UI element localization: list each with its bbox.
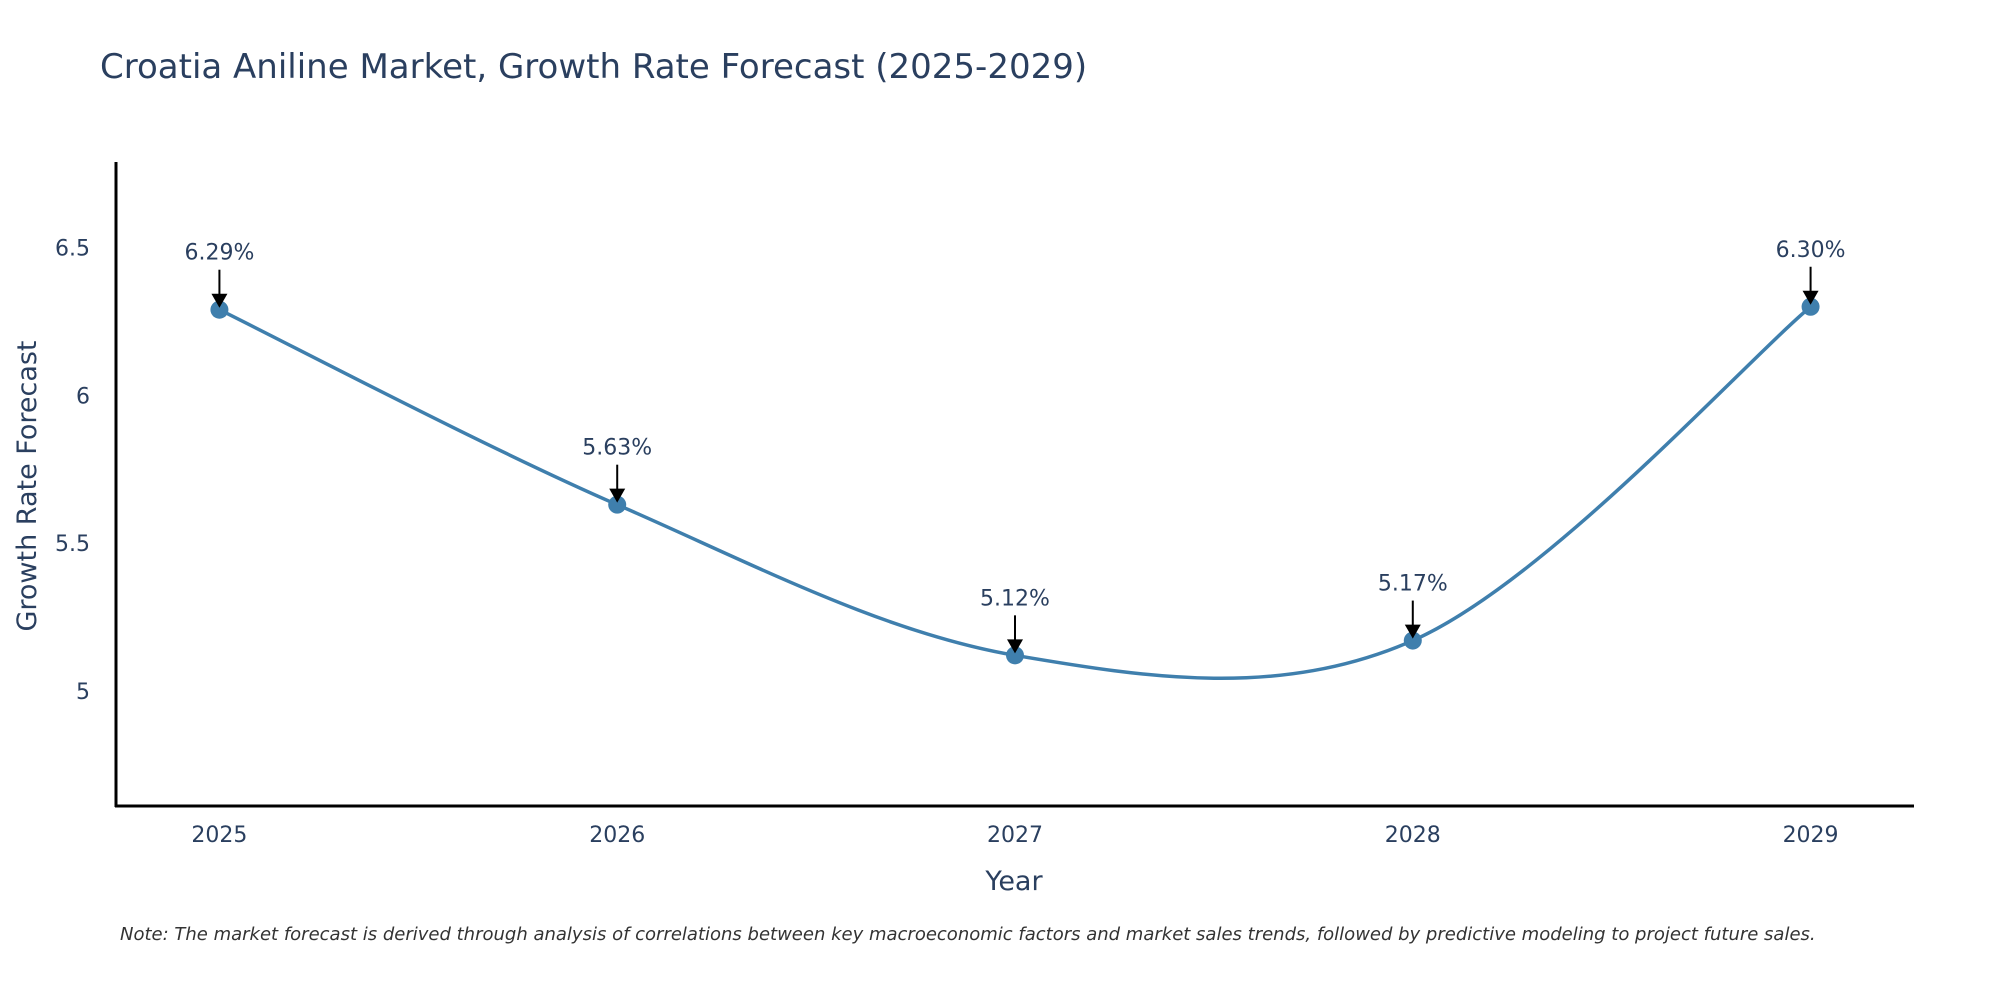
x-tick-label: 2026: [589, 823, 645, 848]
data-label-2025: 6.29%: [184, 241, 254, 266]
x-tick-label: 2028: [1385, 823, 1441, 848]
y-tick-label: 6: [76, 384, 90, 409]
annotation-arrow-head: [211, 293, 228, 308]
data-point-2026: [608, 495, 627, 514]
data-label-2027: 5.12%: [980, 586, 1050, 611]
chart-title: Croatia Aniline Market, Growth Rate Fore…: [100, 47, 1087, 87]
data-label-2028: 5.17%: [1378, 572, 1448, 597]
y-tick-label: 6.5: [55, 237, 90, 262]
x-axis-ticks: 2025 2026 2027 2028 2029: [191, 823, 1838, 848]
annotation-arrow-head: [1007, 639, 1023, 654]
y-tick-label: 5: [76, 680, 90, 705]
x-tick-label: 2027: [987, 823, 1043, 848]
data-point-2029: [1801, 297, 1820, 316]
annotation-arrow-head: [1802, 290, 1819, 305]
axes: [114, 162, 1914, 808]
annotation-arrow-head: [609, 488, 626, 503]
annotation-arrow-head: [1404, 624, 1421, 639]
data-point-group: [210, 297, 1820, 665]
data-point-2025: [210, 300, 229, 319]
x-tick-label: 2029: [1783, 823, 1839, 848]
data-label-2029: 6.30%: [1776, 238, 1846, 263]
data-label-group: 6.29% 5.63% 5.12% 5.17% 6.30%: [184, 238, 1846, 654]
x-tick-label: 2025: [191, 823, 247, 848]
data-point-2028: [1403, 631, 1422, 650]
data-label-2026: 5.63%: [582, 436, 652, 461]
y-axis-title: Growth Rate Forecast: [12, 340, 43, 631]
forecast-note: Note: The market forecast is derived thr…: [120, 924, 1816, 945]
y-axis-ticks: 5 5.5 6 6.5: [55, 237, 90, 705]
x-axis-title: Year: [984, 866, 1043, 897]
data-point-2027: [1006, 646, 1024, 665]
y-tick-label: 5.5: [55, 532, 90, 557]
